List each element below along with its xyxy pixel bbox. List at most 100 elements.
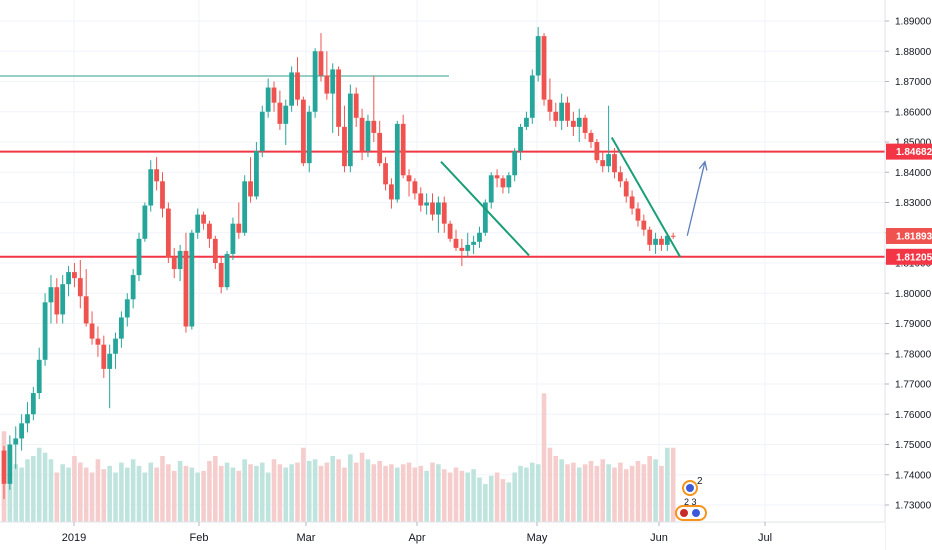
volume-bar xyxy=(670,447,676,522)
candle-body xyxy=(236,223,242,233)
price-label-background xyxy=(886,143,932,160)
volume-bar xyxy=(547,447,553,522)
candle-body xyxy=(600,160,606,167)
candle-body xyxy=(107,353,113,369)
volume-bar xyxy=(400,464,406,522)
volume-bar xyxy=(647,456,652,522)
volume-bar xyxy=(559,459,564,522)
candle-body xyxy=(277,102,283,124)
candle-body xyxy=(453,238,459,248)
price-labels: 1.84682 1.81893 1.81205 xyxy=(886,143,932,265)
y-tick-label: 1.78000 xyxy=(895,349,932,360)
volume-bar xyxy=(107,465,112,522)
candle-body xyxy=(42,302,48,360)
volume-bars xyxy=(1,393,676,522)
time-axis[interactable]: 2019 Feb Mar Apr May Jun Jul xyxy=(62,522,772,544)
candle-body xyxy=(318,51,324,76)
event-marker-b-count: 2 3 xyxy=(684,497,697,507)
volume-bar xyxy=(623,469,629,522)
candle-body xyxy=(218,263,224,288)
volume-bar xyxy=(553,456,559,522)
candle-body xyxy=(435,202,441,215)
candle-body xyxy=(30,393,36,415)
volume-bar xyxy=(629,465,635,522)
trend-line[interactable] xyxy=(610,136,682,258)
volume-bar xyxy=(83,467,89,522)
candle-body xyxy=(300,99,306,164)
candle-body xyxy=(529,75,535,118)
event-markers[interactable]: 22 3 xyxy=(675,476,707,521)
volume-bar xyxy=(213,456,218,522)
price-label-text: 1.84682 xyxy=(896,147,932,158)
volume-bar xyxy=(318,465,324,522)
y-tick-label: 1.87000 xyxy=(895,77,932,88)
event-marker-b[interactable]: 2 3 xyxy=(675,497,707,521)
candle-body xyxy=(653,238,658,245)
candle-body xyxy=(1,450,7,484)
y-tick-label: 1.85000 xyxy=(895,138,932,149)
volume-bar xyxy=(576,467,582,522)
candle-body xyxy=(506,175,512,188)
volume-bar xyxy=(101,469,107,522)
projection-arrow-head xyxy=(698,160,708,171)
y-tick-label: 1.80000 xyxy=(895,289,932,300)
candle-body xyxy=(512,151,518,176)
candle-body xyxy=(394,123,400,200)
volume-bar xyxy=(13,464,19,522)
price-axis-panel[interactable] xyxy=(885,0,932,550)
volume-bar xyxy=(477,477,482,522)
projection-arrow[interactable] xyxy=(686,161,706,236)
volume-bar xyxy=(195,472,201,522)
volume-bar xyxy=(447,472,453,522)
candle-body xyxy=(565,102,570,121)
volume-bar xyxy=(42,452,48,522)
volume-bar xyxy=(541,393,547,522)
drawings[interactable] xyxy=(440,136,708,258)
candle-body xyxy=(459,247,465,251)
candle-body xyxy=(383,163,388,185)
candle-body xyxy=(171,256,177,270)
candle-body xyxy=(265,87,271,112)
volume-bar xyxy=(142,472,148,522)
volume-bar xyxy=(301,447,306,522)
y-tick-label: 1.77000 xyxy=(895,380,932,391)
volume-bar xyxy=(424,470,429,522)
candle-body xyxy=(553,111,559,121)
candle-body xyxy=(201,214,206,224)
volume-bar xyxy=(324,462,330,522)
volume-bar xyxy=(406,462,412,522)
volume-bar xyxy=(436,464,441,522)
x-tick-label: Feb xyxy=(190,532,209,544)
volume-bar xyxy=(518,465,523,522)
x-tick-label: Jul xyxy=(758,532,772,544)
volume-bar xyxy=(383,465,388,522)
volume-bar xyxy=(166,464,171,522)
event-marker-a[interactable]: 2 xyxy=(682,476,703,496)
candle-body xyxy=(83,296,89,324)
volume-bar xyxy=(530,462,535,522)
candle-body xyxy=(612,154,617,173)
candle-body xyxy=(353,93,359,118)
candle-body xyxy=(336,69,341,127)
candle-body xyxy=(588,132,594,142)
candle-body xyxy=(306,111,312,164)
candle-body xyxy=(195,214,201,233)
candle-body xyxy=(424,202,430,206)
candle-body xyxy=(500,178,506,188)
trend-line[interactable] xyxy=(440,160,530,257)
candle-body xyxy=(230,223,236,254)
candle-body xyxy=(582,117,588,133)
candle-body xyxy=(242,181,248,233)
volume-bar xyxy=(154,467,159,522)
volume-bar xyxy=(19,467,24,522)
volume-bar xyxy=(54,472,60,522)
volume-bar xyxy=(588,460,594,522)
candle-body xyxy=(154,169,160,182)
volume-bar xyxy=(430,462,435,522)
candle-body xyxy=(259,111,265,152)
volume-bar xyxy=(524,467,529,522)
volume-bar xyxy=(500,479,506,522)
flag-icon-inner xyxy=(686,484,694,492)
time-axis-panel[interactable] xyxy=(0,522,885,550)
